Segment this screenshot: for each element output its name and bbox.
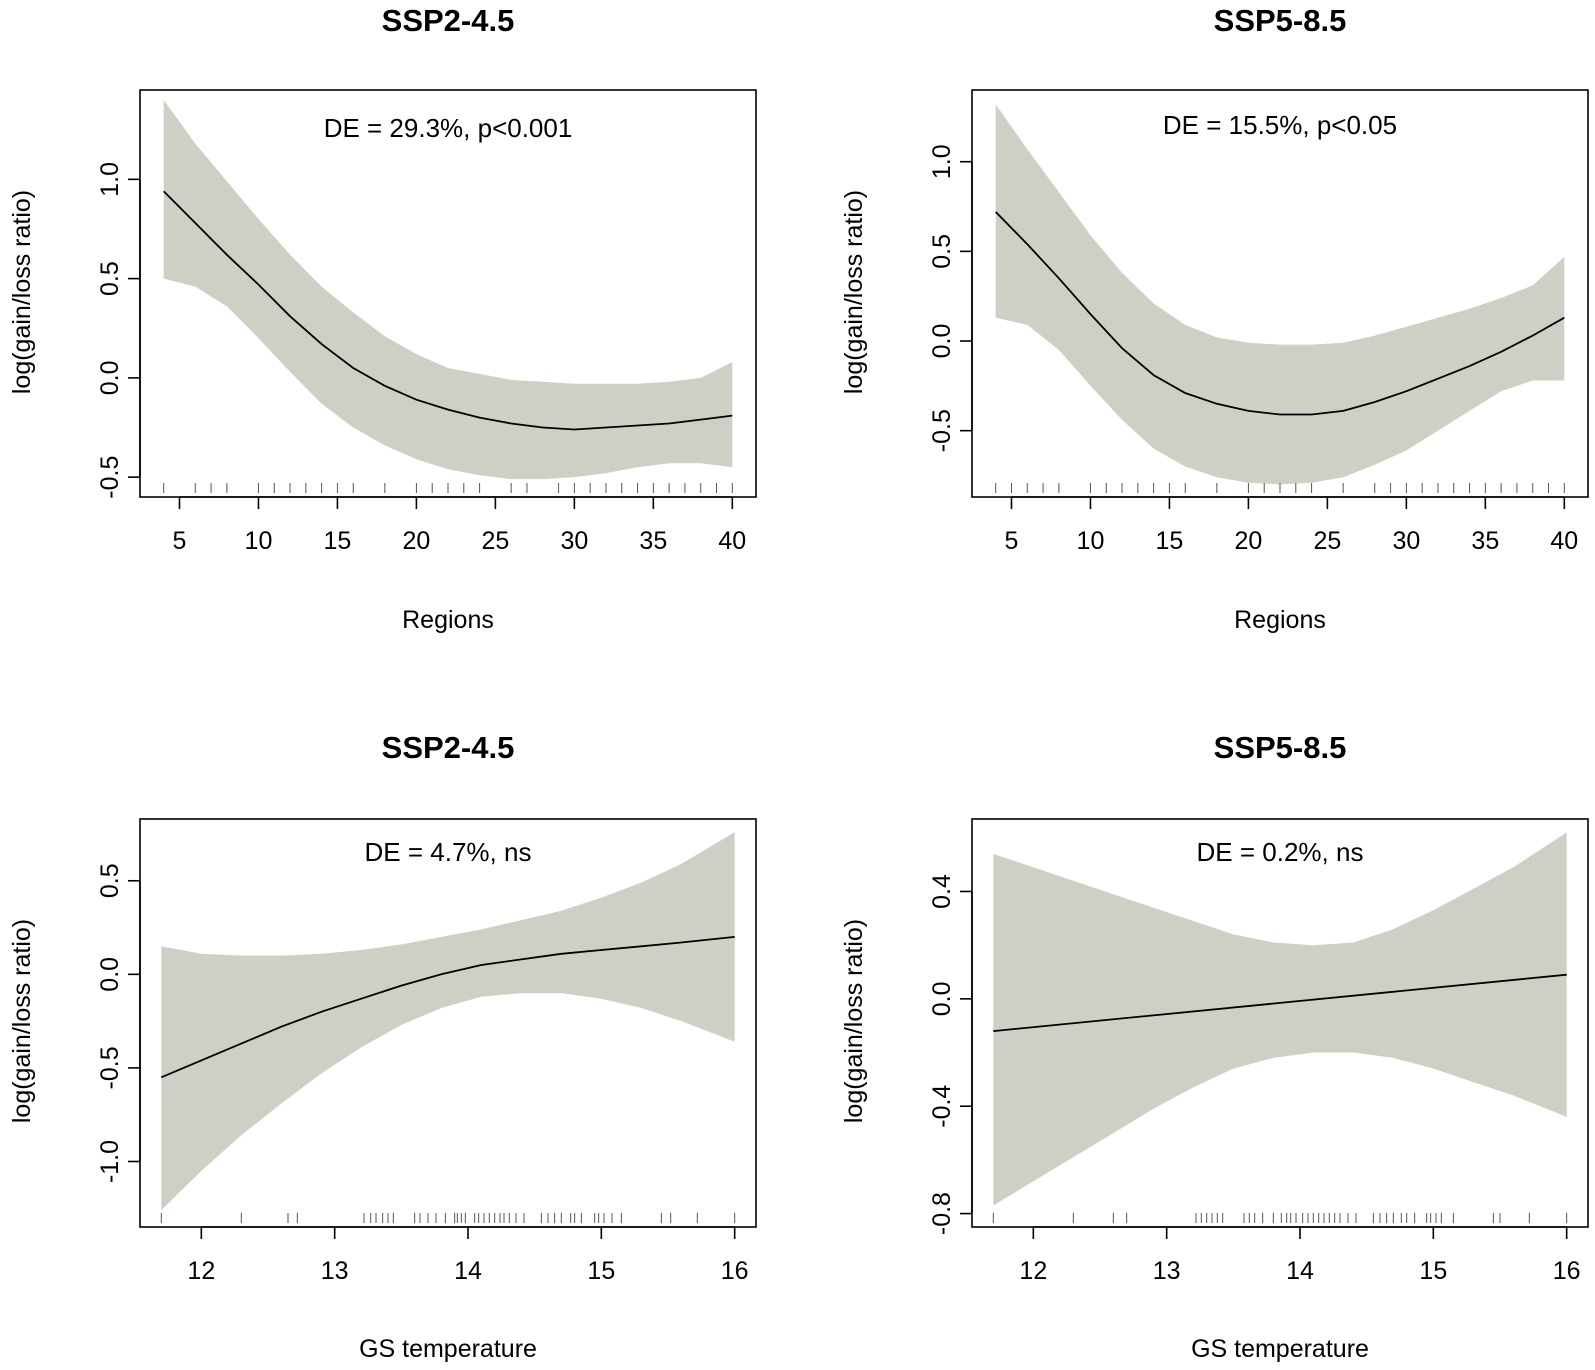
de-annotation: DE = 0.2%, ns: [1197, 837, 1364, 867]
y-tick-label: -0.5: [96, 1046, 124, 1089]
x-tick-label: 10: [1077, 527, 1105, 555]
x-axis-label: Regions: [1234, 606, 1326, 634]
x-tick-label: 25: [1313, 527, 1341, 555]
x-tick-label: 12: [1019, 1257, 1047, 1285]
x-tick-label: 35: [639, 527, 667, 555]
panel-title: SSP5-8.5: [1214, 730, 1347, 765]
x-tick-label: 20: [403, 527, 431, 555]
y-axis-label: log(gain/loss ratio): [840, 190, 868, 394]
y-tick-label: 0.5: [928, 234, 956, 269]
panel-title: SSP2-4.5: [382, 3, 515, 38]
confidence-band: [993, 832, 1567, 1206]
x-tick-label: 5: [173, 527, 187, 555]
fitted-line: [995, 211, 1565, 416]
x-tick-label: 10: [245, 527, 273, 555]
x-tick-label: 16: [721, 1257, 749, 1285]
panel-top-right: SSP5-8.5 DE = 15.5%, p<0.05 Regions log(…: [840, 3, 1589, 634]
fitted-line: [160, 936, 735, 1079]
x-tick-label: 40: [1550, 527, 1578, 555]
de-annotation: DE = 29.3%, p<0.001: [324, 113, 573, 143]
y-tick-label: 1.0: [96, 162, 124, 197]
y-tick-label: -0.8: [928, 1192, 956, 1235]
x-tick-label: 15: [1419, 1257, 1447, 1285]
x-tick-label: 12: [187, 1257, 215, 1285]
de-annotation: DE = 4.7%, ns: [365, 837, 532, 867]
y-axis-label: log(gain/loss ratio): [8, 919, 36, 1123]
confidence-band: [163, 99, 733, 480]
fitted-line: [993, 973, 1567, 1032]
x-tick-label: 20: [1235, 527, 1263, 555]
y-axis-label: log(gain/loss ratio): [840, 919, 868, 1123]
y-tick-label: 0.5: [96, 261, 124, 296]
x-tick-label: 13: [321, 1257, 349, 1285]
confidence-band: [995, 104, 1565, 485]
de-annotation: DE = 15.5%, p<0.05: [1163, 110, 1397, 140]
panel-top-left: SSP2-4.5 DE = 29.3%, p<0.001 Regions log…: [8, 3, 757, 634]
y-axis-label: log(gain/loss ratio): [8, 190, 36, 394]
x-tick-label: 30: [1392, 527, 1420, 555]
y-tick-label: -0.5: [96, 456, 124, 499]
y-tick-label: 0.0: [928, 324, 956, 359]
fitted-line: [163, 190, 733, 431]
panel-title: SSP2-4.5: [382, 730, 515, 765]
confidence-band: [161, 832, 735, 1211]
y-tick-label: 0.4: [928, 874, 956, 909]
x-tick-label: 14: [1286, 1257, 1314, 1285]
x-tick-label: 35: [1471, 527, 1499, 555]
y-tick-label: 0.0: [928, 981, 956, 1016]
y-tick-label: 0.0: [96, 957, 124, 992]
y-tick-label: -0.5: [928, 409, 956, 452]
y-tick-label: -1.0: [96, 1140, 124, 1183]
panel-bottom-right: SSP5-8.5 DE = 0.2%, ns GS temperature lo…: [840, 730, 1589, 1363]
x-tick-label: 5: [1005, 527, 1019, 555]
x-tick-label: 16: [1553, 1257, 1581, 1285]
y-tick-label: 0.0: [96, 360, 124, 395]
y-tick-label: -0.4: [928, 1085, 956, 1128]
x-axis-label: Regions: [402, 606, 494, 634]
panel-title: SSP5-8.5: [1214, 3, 1347, 38]
x-tick-label: 15: [1156, 527, 1184, 555]
y-tick-label: 1.0: [928, 144, 956, 179]
x-tick-label: 13: [1153, 1257, 1181, 1285]
x-tick-label: 30: [560, 527, 588, 555]
x-axis-label: GS temperature: [359, 1335, 537, 1363]
x-tick-label: 15: [324, 527, 352, 555]
x-axis-label: GS temperature: [1191, 1335, 1369, 1363]
x-tick-label: 40: [718, 527, 746, 555]
x-tick-label: 25: [481, 527, 509, 555]
panel-bottom-left: SSP2-4.5 DE = 4.7%, ns GS temperature lo…: [8, 730, 757, 1363]
x-tick-label: 15: [587, 1257, 615, 1285]
x-tick-label: 14: [454, 1257, 482, 1285]
y-tick-label: 0.5: [96, 863, 124, 898]
